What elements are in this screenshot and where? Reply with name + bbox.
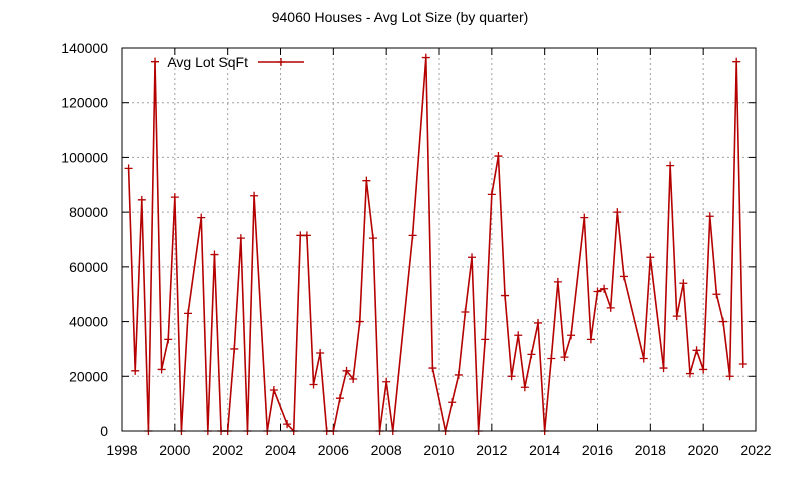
data-point <box>567 331 576 340</box>
data-point <box>124 164 133 173</box>
data-point <box>170 193 179 202</box>
y-tick-label: 80000 <box>69 204 108 220</box>
data-point <box>659 364 668 373</box>
data-point <box>534 318 543 327</box>
x-tick-label: 2004 <box>265 442 296 458</box>
data-point <box>428 364 437 373</box>
data-point <box>718 317 727 326</box>
legend: Avg Lot SqFt <box>167 54 304 70</box>
x-tick-label: 1998 <box>106 442 137 458</box>
data-point <box>368 234 377 243</box>
data-point <box>335 394 344 403</box>
data-point <box>283 420 292 429</box>
y-tick-label: 100000 <box>61 149 108 165</box>
data-point <box>692 346 701 355</box>
x-tick-label: 2006 <box>318 442 349 458</box>
x-tick-label: 2000 <box>159 442 190 458</box>
data-point <box>157 365 166 374</box>
data-point <box>520 383 529 392</box>
data-point <box>619 272 628 281</box>
x-tick-label: 2008 <box>371 442 402 458</box>
data-point <box>362 176 371 185</box>
data-point <box>586 335 595 344</box>
data-point <box>302 231 311 240</box>
data-point <box>738 359 747 368</box>
data-point <box>732 57 741 66</box>
axis-ticks: 0 20000 40000 60000 80000 100000 120000 140000 1… <box>61 40 771 458</box>
data-point <box>553 277 562 286</box>
data-point <box>454 370 463 379</box>
data-point <box>613 208 622 217</box>
data-point <box>593 287 602 296</box>
x-tick-label: 2016 <box>582 442 613 458</box>
y-tick-label: 0 <box>100 423 108 439</box>
y-tick-label: 20000 <box>69 368 108 384</box>
data-point <box>164 335 173 344</box>
x-tick-label: 2020 <box>688 442 719 458</box>
legend-label: Avg Lot SqFt <box>167 54 248 70</box>
data-point <box>230 344 239 353</box>
x-tick-label: 2014 <box>529 442 560 458</box>
x-tick-label: 2002 <box>212 442 243 458</box>
x-tick-label: 2022 <box>740 442 771 458</box>
series-layer <box>124 53 747 435</box>
data-point <box>672 312 681 321</box>
data-point <box>355 317 364 326</box>
data-point <box>481 335 490 344</box>
data-point <box>685 369 694 378</box>
data-point <box>507 372 516 381</box>
x-tick-label: 2010 <box>423 442 454 458</box>
plot-frame <box>121 47 757 432</box>
data-point <box>580 213 589 222</box>
data-point <box>712 290 721 299</box>
data-point <box>705 212 714 221</box>
data-point <box>606 303 615 312</box>
data-point <box>468 253 477 262</box>
data-point <box>501 291 510 300</box>
data-point <box>184 309 193 318</box>
data-point <box>527 350 536 359</box>
data-point <box>699 365 708 374</box>
y-tick-label: 60000 <box>69 259 108 275</box>
data-point <box>679 279 688 288</box>
data-point <box>382 377 391 386</box>
data-point <box>342 366 351 375</box>
data-point <box>316 349 325 358</box>
legend-swatch-point <box>277 58 285 66</box>
data-point <box>461 307 470 316</box>
y-tick-label: 120000 <box>61 95 108 111</box>
data-point <box>639 354 648 363</box>
y-tick-label: 40000 <box>69 314 108 330</box>
x-tick-label: 2018 <box>635 442 666 458</box>
x-tick-label: 2012 <box>476 442 507 458</box>
data-point <box>408 231 417 240</box>
data-point <box>666 161 675 170</box>
data-point <box>514 331 523 340</box>
data-point <box>600 284 609 293</box>
data-point <box>137 195 146 204</box>
data-point <box>487 190 496 199</box>
data-point <box>349 375 358 384</box>
grid <box>122 48 756 431</box>
data-point <box>309 380 318 389</box>
data-point <box>250 191 259 200</box>
data-point <box>448 398 457 407</box>
data-point <box>725 372 734 381</box>
data-point <box>494 152 503 161</box>
data-point <box>131 366 140 375</box>
data-point <box>547 354 556 363</box>
data-point <box>236 234 245 243</box>
data-point <box>646 253 655 262</box>
data-point <box>421 53 430 62</box>
data-point <box>269 385 278 394</box>
chart-title: 94060 Houses - Avg Lot Size (by quarter) <box>272 9 529 25</box>
data-point <box>210 250 219 259</box>
data-point <box>151 57 160 66</box>
legend-point-mark <box>277 58 285 66</box>
data-point <box>197 213 206 222</box>
y-tick-label: 140000 <box>61 40 108 56</box>
data-point <box>560 353 569 362</box>
